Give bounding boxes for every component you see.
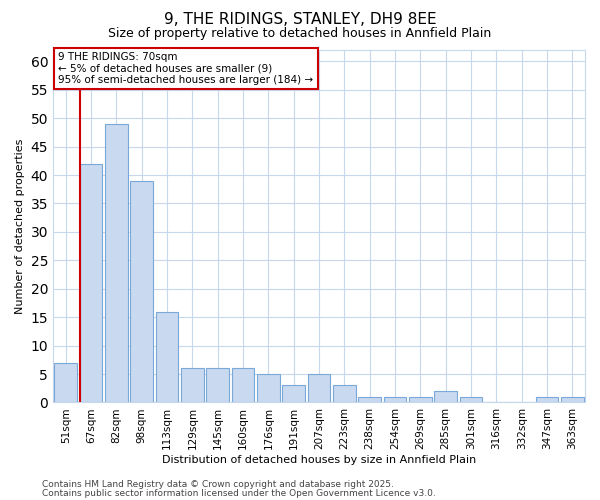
Bar <box>434 391 457 402</box>
Bar <box>333 386 356 402</box>
Bar <box>409 397 432 402</box>
Bar <box>460 397 482 402</box>
Bar <box>308 374 331 402</box>
Text: Contains public sector information licensed under the Open Government Licence v3: Contains public sector information licen… <box>42 488 436 498</box>
Bar <box>80 164 103 402</box>
Bar <box>282 386 305 402</box>
Bar <box>206 368 229 402</box>
Bar <box>105 124 128 402</box>
Bar <box>561 397 584 402</box>
Bar <box>130 181 153 402</box>
Y-axis label: Number of detached properties: Number of detached properties <box>15 138 25 314</box>
Bar <box>257 374 280 402</box>
Bar <box>232 368 254 402</box>
X-axis label: Distribution of detached houses by size in Annfield Plain: Distribution of detached houses by size … <box>162 455 476 465</box>
Text: 9, THE RIDINGS, STANLEY, DH9 8EE: 9, THE RIDINGS, STANLEY, DH9 8EE <box>164 12 436 28</box>
Text: 9 THE RIDINGS: 70sqm
← 5% of detached houses are smaller (9)
95% of semi-detache: 9 THE RIDINGS: 70sqm ← 5% of detached ho… <box>58 52 313 85</box>
Text: Contains HM Land Registry data © Crown copyright and database right 2025.: Contains HM Land Registry data © Crown c… <box>42 480 394 489</box>
Bar <box>181 368 204 402</box>
Text: Size of property relative to detached houses in Annfield Plain: Size of property relative to detached ho… <box>109 28 491 40</box>
Bar <box>55 362 77 403</box>
Bar <box>383 397 406 402</box>
Bar <box>358 397 381 402</box>
Bar <box>155 312 178 402</box>
Bar <box>536 397 559 402</box>
